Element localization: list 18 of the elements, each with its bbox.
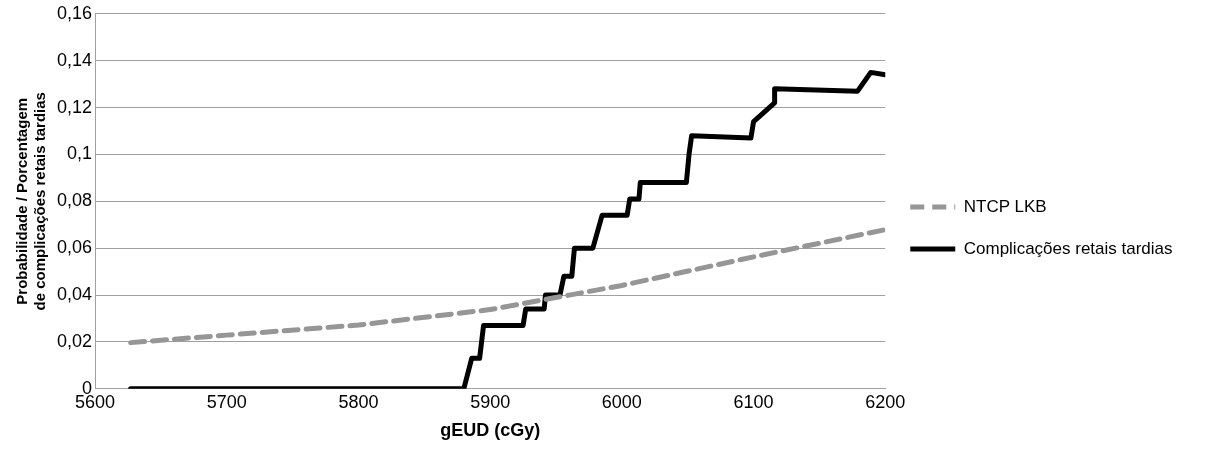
x-tick-label: 6100	[733, 391, 774, 412]
y-tick-label: 0,02	[56, 330, 93, 351]
legend-label: Complicações retais tardias	[963, 238, 1173, 258]
x-tick-label: 5900	[470, 391, 511, 412]
x-tick-label: 6000	[601, 391, 642, 412]
x-tick-label: 6200	[865, 391, 906, 412]
y-tick-label: 0,04	[56, 284, 93, 305]
y-tick-label: 0,12	[56, 96, 93, 117]
legend-label: NTCP LKB	[963, 196, 1047, 216]
x-axis-title: gEUD (cGy)	[440, 420, 541, 441]
y-tick-label: 0,06	[56, 237, 93, 258]
y-axis-title: Probabilidade / Porcentagem de complicações retais tardias	[13, 92, 49, 311]
x-tick-label: 5800	[338, 391, 379, 412]
y-tick-label: 0,14	[56, 49, 93, 70]
y-tick-label: 0,1	[67, 143, 93, 164]
y-tick-label: 0,08	[56, 190, 93, 211]
x-tick-label: 5700	[206, 391, 247, 412]
y-tick-label: 0,16	[56, 2, 93, 23]
